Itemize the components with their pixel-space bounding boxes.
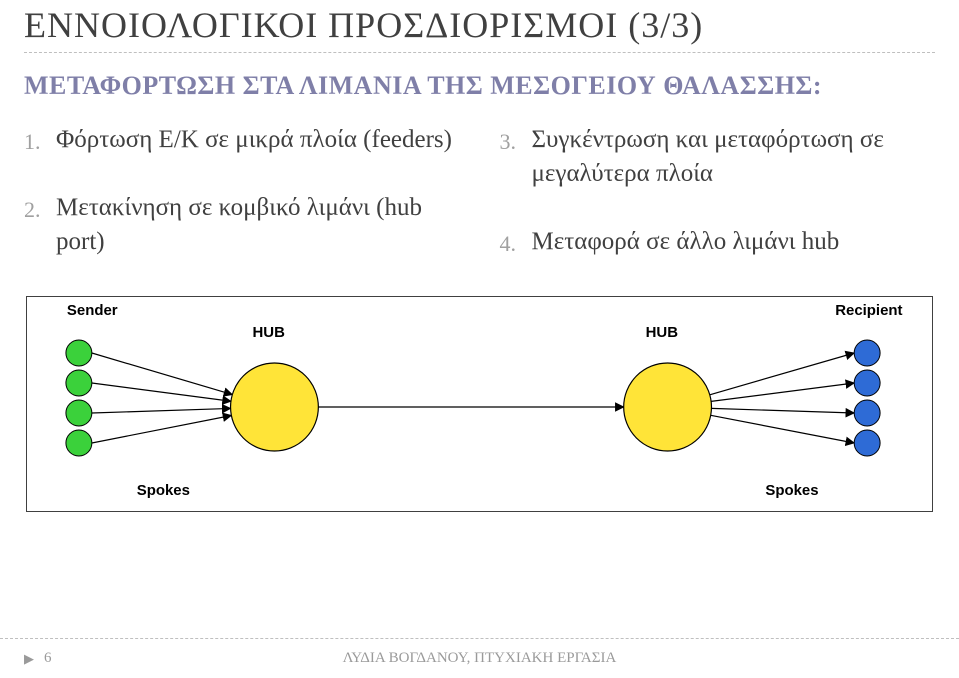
list-item: 1. Φόρτωση Ε/Κ σε μικρά πλοία (feeders) <box>24 123 460 157</box>
svg-text:Spokes: Spokes <box>765 482 818 499</box>
left-column: 1. Φόρτωση Ε/Κ σε μικρά πλοία (feeders) … <box>24 123 460 292</box>
item-text: Μετακίνηση σε κομβικό λιμάνι (hub port) <box>56 191 460 259</box>
footer-credit: ΛΥΔΙΑ ΒΟΓΔΑΝΟΥ, ΠΤΥΧΙΑΚΗ ΕΡΓΑΣΙΑ <box>343 650 617 667</box>
list-item: 3. Συγκέντρωση και μεταφόρτωση σε μεγαλύ… <box>500 123 936 191</box>
title-divider <box>24 52 935 53</box>
item-number: 1. <box>24 123 56 157</box>
item-text: Μεταφορά σε άλλο λιμάνι hub <box>532 225 840 259</box>
svg-text:Recipient: Recipient <box>835 302 902 319</box>
hub-spoke-diagram: Sender HUB HUB Recipient Spokes Spokes <box>26 296 933 512</box>
slide-footer: ▶ 6 ΛΥΔΙΑ ΒΟΓΔΑΝΟΥ, ΠΤΥΧΙΑΚΗ ΕΡΓΑΣΙΑ <box>0 638 959 678</box>
list-item: 4. Μεταφορά σε άλλο λιμάνι hub <box>500 225 936 259</box>
svg-text:HUB: HUB <box>646 324 679 341</box>
svg-text:Spokes: Spokes <box>137 482 190 499</box>
right-column: 3. Συγκέντρωση και μεταφόρτωση σε μεγαλύ… <box>500 123 936 292</box>
content-columns: 1. Φόρτωση Ε/Κ σε μικρά πλοία (feeders) … <box>24 123 935 292</box>
list-item: 2. Μετακίνηση σε κομβικό λιμάνι (hub por… <box>24 191 460 259</box>
triangle-icon: ▶ <box>24 651 34 667</box>
item-number: 3. <box>500 123 532 191</box>
page-number: 6 <box>44 650 52 667</box>
item-text: Συγκέντρωση και μεταφόρτωση σε μεγαλύτερ… <box>532 123 936 191</box>
slide-title: ΕΝΝΟΙΟΛΟΓΙΚΟΙ ΠΡΟΣΔΙΟΡΙΣΜΟΙ (3/3) <box>24 0 935 52</box>
svg-text:HUB: HUB <box>253 324 286 341</box>
slide-subtitle: ΜΕΤΑΦΟΡΤΩΣΗ ΣΤΑ ΛΙΜΑΝΙΑ ΤΗΣ ΜΕΣΟΓΕΙΟΥ ΘΑ… <box>24 71 935 101</box>
item-number: 4. <box>500 225 532 259</box>
item-text: Φόρτωση Ε/Κ σε μικρά πλοία (feeders) <box>56 123 452 157</box>
item-number: 2. <box>24 191 56 259</box>
svg-text:Sender: Sender <box>67 302 118 319</box>
